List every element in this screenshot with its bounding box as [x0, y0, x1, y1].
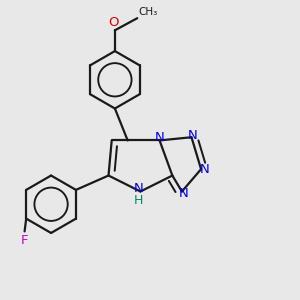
- Text: CH₃: CH₃: [138, 7, 158, 17]
- Text: F: F: [21, 234, 28, 247]
- Text: N: N: [188, 129, 198, 142]
- Text: N: N: [200, 163, 209, 176]
- Text: N: N: [134, 182, 144, 195]
- Text: H: H: [134, 194, 143, 207]
- Text: N: N: [155, 131, 164, 144]
- Text: N: N: [178, 187, 188, 200]
- Text: O: O: [109, 16, 119, 29]
